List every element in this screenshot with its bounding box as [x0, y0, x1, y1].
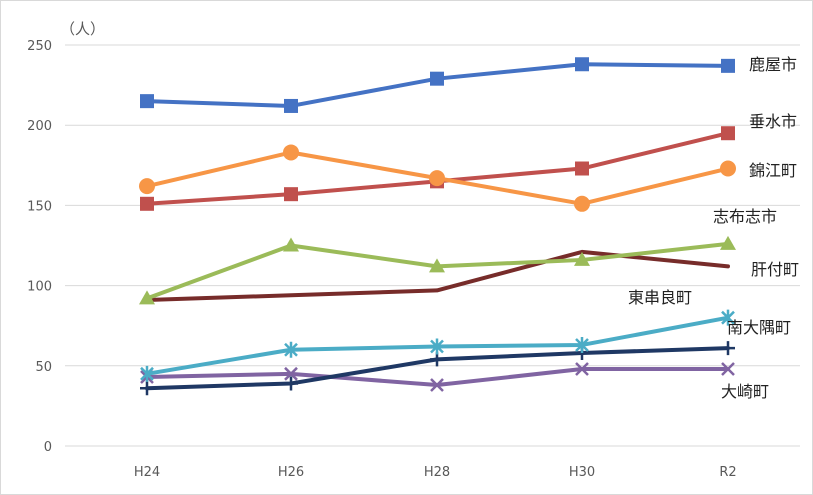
data-point-triangle	[574, 251, 590, 266]
data-point-square	[721, 58, 735, 73]
series-label: 垂水市	[749, 112, 797, 131]
series-6	[140, 341, 735, 396]
x-tick-label: H28	[424, 465, 450, 480]
y-axis-label: （人）	[60, 20, 105, 38]
data-point-star	[575, 336, 589, 353]
y-tick-label: 150	[27, 199, 52, 214]
data-point-circle	[139, 178, 155, 195]
y-tick-label: 250	[27, 39, 52, 54]
x-tick-labels: H24 H26 H28 H30 R2	[134, 465, 737, 480]
data-point-square	[140, 94, 154, 109]
y-tick-label: 0	[44, 440, 52, 455]
data-point-x	[575, 362, 589, 376]
series-1	[140, 57, 735, 113]
data-point-star	[140, 365, 154, 382]
data-point-square	[284, 98, 298, 113]
data-point-plus	[430, 352, 444, 367]
x-tick-label: R2	[719, 465, 736, 480]
data-point-plus	[284, 376, 298, 391]
series-4	[139, 235, 736, 305]
data-point-triangle	[139, 290, 155, 305]
data-point-x	[721, 362, 735, 376]
series-label: 志布志市	[713, 207, 777, 226]
y-tick-label: 50	[35, 360, 52, 375]
series-7	[140, 309, 735, 382]
series-label: 東串良町	[628, 288, 692, 307]
data-point-circle	[429, 170, 445, 187]
data-point-square	[575, 57, 589, 72]
data-point-square	[284, 187, 298, 202]
series-lines	[139, 57, 736, 396]
series-label: 錦江町	[749, 161, 797, 180]
data-point-x	[430, 378, 444, 392]
x-tick-label: H24	[134, 465, 160, 480]
data-point-square	[140, 196, 154, 211]
series-label: 肝付町	[751, 260, 799, 279]
y-tick-label: 100	[27, 280, 52, 295]
data-point-square	[575, 161, 589, 176]
series-line	[145, 249, 730, 303]
data-point-star	[721, 309, 735, 326]
data-point-circle	[720, 160, 736, 177]
data-point-x	[284, 366, 298, 381]
data-point-triangle	[720, 235, 736, 250]
series-3	[139, 144, 736, 212]
data-point-circle	[574, 195, 590, 212]
x-tick-label: H26	[278, 465, 304, 480]
series-label: 鹿屋市	[749, 55, 797, 74]
data-point-plus	[721, 341, 735, 356]
x-tick-label: H30	[569, 465, 595, 480]
data-point-triangle	[429, 258, 445, 273]
series-label: 南大隅町	[727, 318, 791, 337]
data-point-circle	[283, 144, 299, 161]
data-point-square	[430, 71, 444, 86]
y-tick-labels: 0 50 100 150 200 250	[27, 39, 52, 455]
data-point-star	[284, 341, 298, 358]
data-point-square	[721, 126, 735, 141]
series-5	[145, 249, 730, 303]
series-label: 大崎町	[721, 382, 769, 401]
data-point-star	[430, 338, 444, 355]
data-point-triangle	[283, 237, 299, 252]
y-tick-label: 200	[27, 119, 52, 134]
data-point-plus	[140, 381, 154, 396]
